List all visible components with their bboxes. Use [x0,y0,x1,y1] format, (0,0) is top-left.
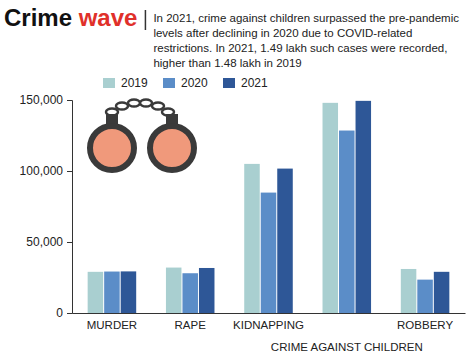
y-tick-mark [67,242,72,243]
x-tick-label: KIDNAPPING [233,319,304,331]
x-tick-label: MURDER [87,319,137,331]
y-axis-line [67,101,73,314]
x-tick-label: RAPE [175,319,207,331]
bar [356,101,372,313]
handcuffs-icon [90,100,194,171]
legend: 2019 2020 2021 [103,76,268,90]
y-tick-label: 150,000 [20,93,64,107]
y-axis: 0 50,000 100,000 150,000 [20,93,73,320]
bar [339,131,355,313]
y-tick-mark [67,171,72,172]
bar [434,272,450,313]
y-tick: 50,000 [26,235,72,249]
legend-label: 2020 [181,76,208,90]
subtitle: In 2021, crime against children surpasse… [153,12,459,69]
bar [182,273,198,313]
bar [401,269,417,313]
y-tick-mark [67,313,72,314]
title-separator [145,10,147,30]
x-axis-line [73,313,466,314]
y-tick-label: 50,000 [26,235,63,249]
y-tick-label: 100,000 [20,164,64,178]
legend-swatch [163,78,175,88]
x-tick: MURDER [87,319,137,331]
chain-link [140,100,152,107]
chain-link [116,103,128,110]
legend-label: 2019 [121,76,148,90]
x-tick: CRIME AGAINST CHILDREN [271,341,423,353]
x-tick-label: CRIME AGAINST CHILDREN [271,341,423,353]
x-tick: KIDNAPPING [233,319,304,331]
x-axis: MURDER RAPE KIDNAPPING CRIME AGAINST CHILDR… [73,314,466,354]
legend-label: 2021 [241,76,268,90]
y-tick-label: 0 [56,306,63,320]
x-tick-label: ROBBERY [397,319,453,331]
y-tick: 150,000 [20,93,72,107]
bar [417,280,433,313]
bar [121,271,137,313]
y-tick: 0 [56,306,72,320]
chain-link [152,103,164,110]
bar [323,103,339,313]
bar [166,268,182,313]
bars [88,101,450,313]
bar [104,272,120,313]
y-tick-mark [67,100,72,101]
bar [277,169,293,313]
legend-swatch [223,78,235,88]
cuff [90,126,134,170]
title: Crime wave [4,4,137,31]
bar [199,268,215,313]
cuff [150,126,194,170]
bar [261,193,277,313]
bar [88,272,104,313]
x-tick: RAPE [175,319,207,331]
chain-link [128,100,140,107]
legend-swatch [103,78,115,88]
x-tick: ROBBERY [397,319,453,331]
bar [244,164,260,313]
y-tick: 100,000 [20,164,72,178]
